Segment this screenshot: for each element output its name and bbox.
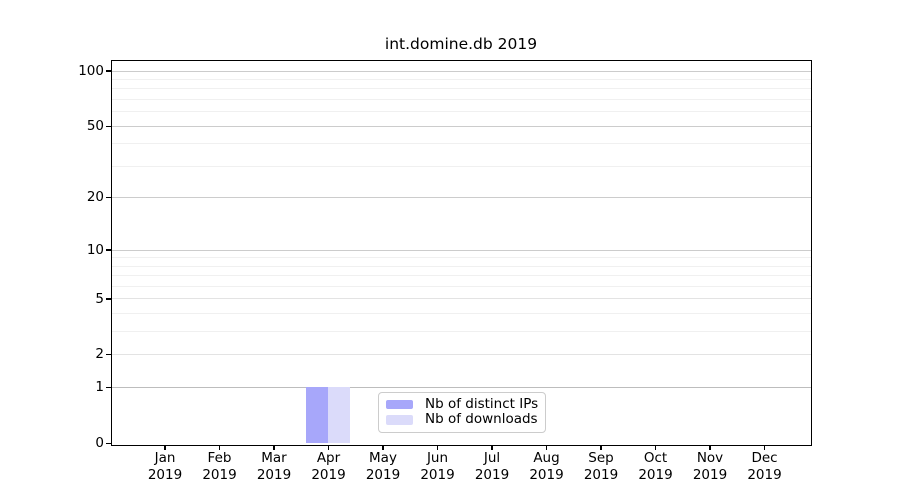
x-tick-mark-sep	[600, 445, 602, 450]
legend-label-distinct-ips: Nb of distinct IPs	[425, 395, 539, 412]
y-gridline-minor-4	[111, 313, 811, 315]
legend-label-downloads: Nb of downloads	[425, 411, 538, 428]
y-tick-mark-5	[105, 298, 111, 300]
x-tick-label-dec: Dec 2019	[747, 450, 782, 483]
x-tick-label-aug: Aug 2019	[529, 450, 564, 483]
y-gridline-100	[111, 70, 811, 72]
y-tick-label-50: 50	[86, 117, 104, 134]
y-gridline-minor-7	[111, 275, 811, 277]
bar-nb-of-downloads-apr	[328, 387, 350, 444]
x-tick-label-mar: Mar 2019	[256, 450, 292, 483]
y-gridline-minor-6	[111, 285, 811, 287]
legend: Nb of distinct IPs Nb of downloads	[378, 391, 546, 433]
bar-nb-of-distinct-ips-apr	[306, 387, 328, 444]
legend-swatch-downloads	[386, 415, 413, 425]
x-tick-mark-jun	[436, 445, 439, 450]
x-tick-label-oct: Oct 2019	[638, 450, 673, 483]
y-gridline-minor-60	[111, 111, 811, 113]
y-tick-label-10: 10	[86, 241, 104, 258]
y-gridline-minor-3	[111, 331, 811, 333]
y-gridline-5	[111, 298, 811, 300]
legend-item-downloads: Nb of downloads	[386, 412, 539, 427]
y-gridline-10	[111, 249, 811, 251]
x-tick-label-feb: Feb 2019	[202, 450, 237, 483]
x-tick-label-jun: Jun 2019	[420, 450, 455, 483]
x-tick-mark-apr	[327, 445, 330, 450]
chart-title: int.domine.db 2019	[384, 35, 538, 53]
y-tick-mark-10	[105, 249, 111, 251]
y-gridline-minor-90	[111, 78, 811, 80]
y-tick-label-0: 0	[95, 435, 104, 452]
y-tick-mark-0	[105, 442, 111, 445]
y-gridline-minor-80	[111, 88, 811, 90]
y-tick-mark-1	[105, 387, 111, 389]
y-tick-mark-50	[105, 125, 111, 127]
x-tick-label-apr: Apr 2019	[311, 450, 346, 483]
x-tick-mark-oct	[654, 445, 657, 450]
x-tick-label-jan: Jan 2019	[147, 450, 183, 483]
y-tick-label-1: 1	[95, 379, 104, 396]
y-gridline-20	[111, 197, 811, 199]
y-gridline-minor-30	[111, 165, 811, 167]
x-tick-mark-jan	[164, 445, 166, 450]
y-tick-mark-2	[105, 354, 111, 356]
y-tick-mark-20	[105, 197, 111, 199]
y-gridline-minor-40	[111, 143, 811, 145]
x-tick-mark-mar	[273, 445, 275, 450]
x-tick-label-nov: Nov 2019	[692, 450, 728, 483]
y-tick-label-2: 2	[95, 346, 104, 363]
y-gridline-minor-8	[111, 265, 811, 267]
y-tick-label-100: 100	[78, 62, 104, 79]
legend-item-distinct-ips: Nb of distinct IPs	[386, 395, 539, 412]
x-tick-mark-dec	[763, 445, 766, 450]
y-gridline-1	[111, 387, 811, 389]
legend-swatch-distinct-ips	[386, 399, 413, 409]
x-tick-mark-jul	[491, 445, 493, 450]
y-gridline-50	[111, 125, 811, 127]
x-tick-mark-aug	[545, 445, 548, 450]
x-tick-mark-may	[382, 445, 384, 450]
y-tick-label-20: 20	[86, 189, 104, 206]
y-gridline-minor-70	[111, 98, 811, 100]
x-tick-mark-nov	[709, 445, 711, 450]
y-gridline-2	[111, 354, 811, 356]
x-tick-label-may: May 2019	[365, 450, 401, 483]
x-tick-label-sep: Sep 2019	[583, 450, 619, 483]
y-tick-mark-100	[105, 70, 111, 72]
plot-area: Nb of distinct IPs Nb of downloads	[110, 59, 812, 446]
y-gridline-minor-9	[111, 257, 811, 259]
x-tick-label-jul: Jul 2019	[474, 450, 510, 483]
x-tick-mark-feb	[218, 445, 221, 450]
y-tick-label-5: 5	[95, 290, 104, 307]
